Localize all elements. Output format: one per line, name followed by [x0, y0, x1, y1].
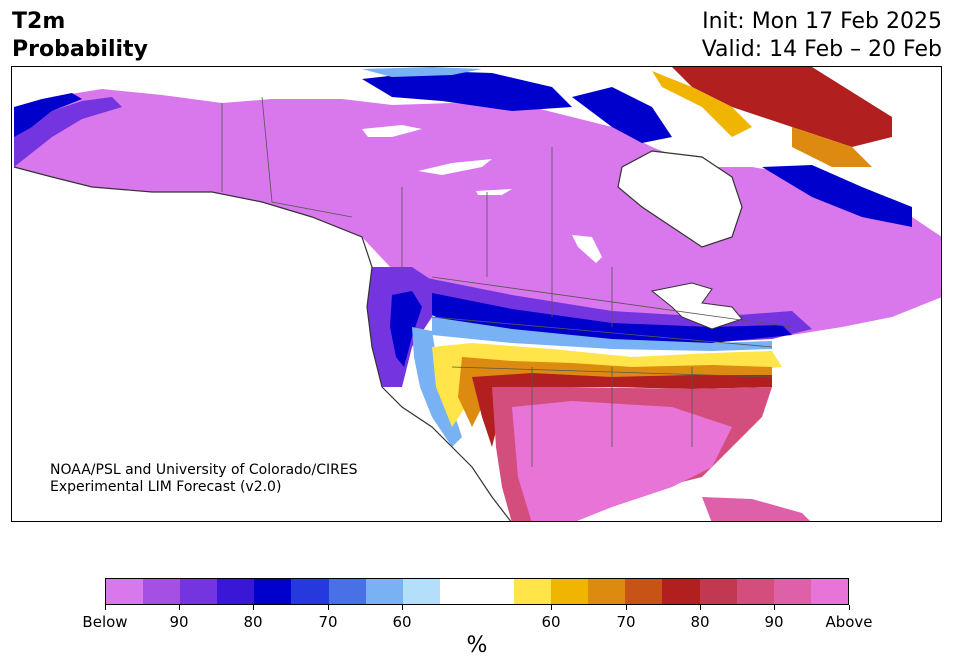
colorbar-tick-label: Above — [825, 613, 873, 631]
coastline — [13, 166, 512, 521]
colorbar-tick-label: 80 — [690, 613, 710, 631]
colorbar-segment — [143, 579, 181, 604]
colorbar-segment — [291, 579, 329, 604]
region-cold-band-light — [432, 317, 772, 351]
map-credit: NOAA/PSL and University of Colorado/CIRE… — [50, 462, 358, 496]
colorbar-segment — [810, 579, 848, 604]
lake-3 — [476, 189, 512, 195]
colorbar — [105, 578, 849, 605]
colorbar-segment — [736, 579, 774, 604]
probability-map: NOAA/PSL and University of Colorado/CIRE… — [11, 66, 942, 522]
map-title: T2m Probability — [12, 8, 148, 64]
colorbar-tickmark — [328, 605, 329, 610]
colorbar-segment — [551, 579, 589, 604]
hudson-bay — [617, 150, 743, 248]
title-line-1: T2m — [12, 9, 66, 34]
region-above-caribbean — [702, 497, 810, 521]
colorbar-tick-label: 90 — [764, 613, 784, 631]
colorbar-segment — [588, 579, 626, 604]
valid-range: Valid: 14 Feb – 20 Feb — [701, 37, 942, 62]
colorbar-tickmark — [626, 605, 627, 610]
colorbar-tick-label: 70 — [318, 613, 338, 631]
colorbar-tick-label: 90 — [169, 613, 189, 631]
colorbar-tickmark — [849, 605, 850, 610]
region-cold-labrador — [762, 165, 912, 227]
colorbar-tick-label: Below — [82, 613, 128, 631]
forecast-dates: Init: Mon 17 Feb 2025 Valid: 14 Feb – 20… — [702, 8, 942, 64]
colorbar-segment — [625, 579, 663, 604]
region-warm-greenland-edge — [652, 71, 752, 137]
colorbar-tickmark — [253, 605, 254, 610]
map-canvas — [12, 67, 941, 521]
region-cold-alaska-mid — [14, 97, 122, 167]
colorbar-segment — [106, 579, 144, 604]
colorbar-segment — [254, 579, 292, 604]
colorbar-tickmark — [551, 605, 552, 610]
lake-2 — [418, 159, 492, 175]
colorbar-segment — [402, 579, 440, 604]
colorbar-segment — [476, 579, 515, 604]
colorbar-tickmark — [179, 605, 180, 610]
region-cold-alaska — [14, 93, 82, 147]
colorbar-segment — [217, 579, 255, 604]
lake-4 — [572, 235, 602, 263]
region-warm-red — [472, 373, 772, 447]
colorbar-tickmark — [402, 605, 403, 610]
colorbar-unit: % — [466, 633, 488, 658]
colorbar-segment — [439, 579, 477, 604]
colorbar-segment — [514, 579, 552, 604]
region-above-deep — [512, 401, 732, 521]
colorbar-segment — [662, 579, 700, 604]
credit-line-1: NOAA/PSL and University of Colorado/CIRE… — [50, 462, 358, 478]
region-cold-west-strong — [390, 291, 422, 367]
colorbar-tick-label: 60 — [392, 613, 412, 631]
colorbar-segment — [180, 579, 218, 604]
region-warm-greenland-south — [792, 127, 872, 167]
region-cold-baffin — [572, 87, 672, 143]
colorbar-tickmark — [700, 605, 701, 610]
region-cold-arctic — [362, 71, 572, 111]
credit-line-2: Experimental LIM Forecast (v2.0) — [50, 479, 282, 495]
region-warm-greenland — [672, 67, 892, 147]
colorbar-segment — [365, 579, 403, 604]
colorbar-segment — [328, 579, 366, 604]
colorbar-tick-label: 60 — [541, 613, 561, 631]
region-cold-arctic-light — [362, 67, 482, 77]
region-below-north — [14, 89, 941, 337]
title-line-2: Probability — [12, 37, 148, 62]
lake-1 — [362, 125, 422, 137]
colorbar-tick-label: 70 — [616, 613, 636, 631]
colorbar-tickmark — [105, 605, 106, 610]
boundaries — [221, 96, 793, 467]
colorbar-tickmark — [774, 605, 775, 610]
colorbar-segment — [699, 579, 737, 604]
init-date: Init: Mon 17 Feb 2025 — [702, 9, 942, 34]
colorbar-segment — [773, 579, 811, 604]
great-lakes — [650, 282, 743, 330]
colorbar-tick-label: 80 — [243, 613, 263, 631]
